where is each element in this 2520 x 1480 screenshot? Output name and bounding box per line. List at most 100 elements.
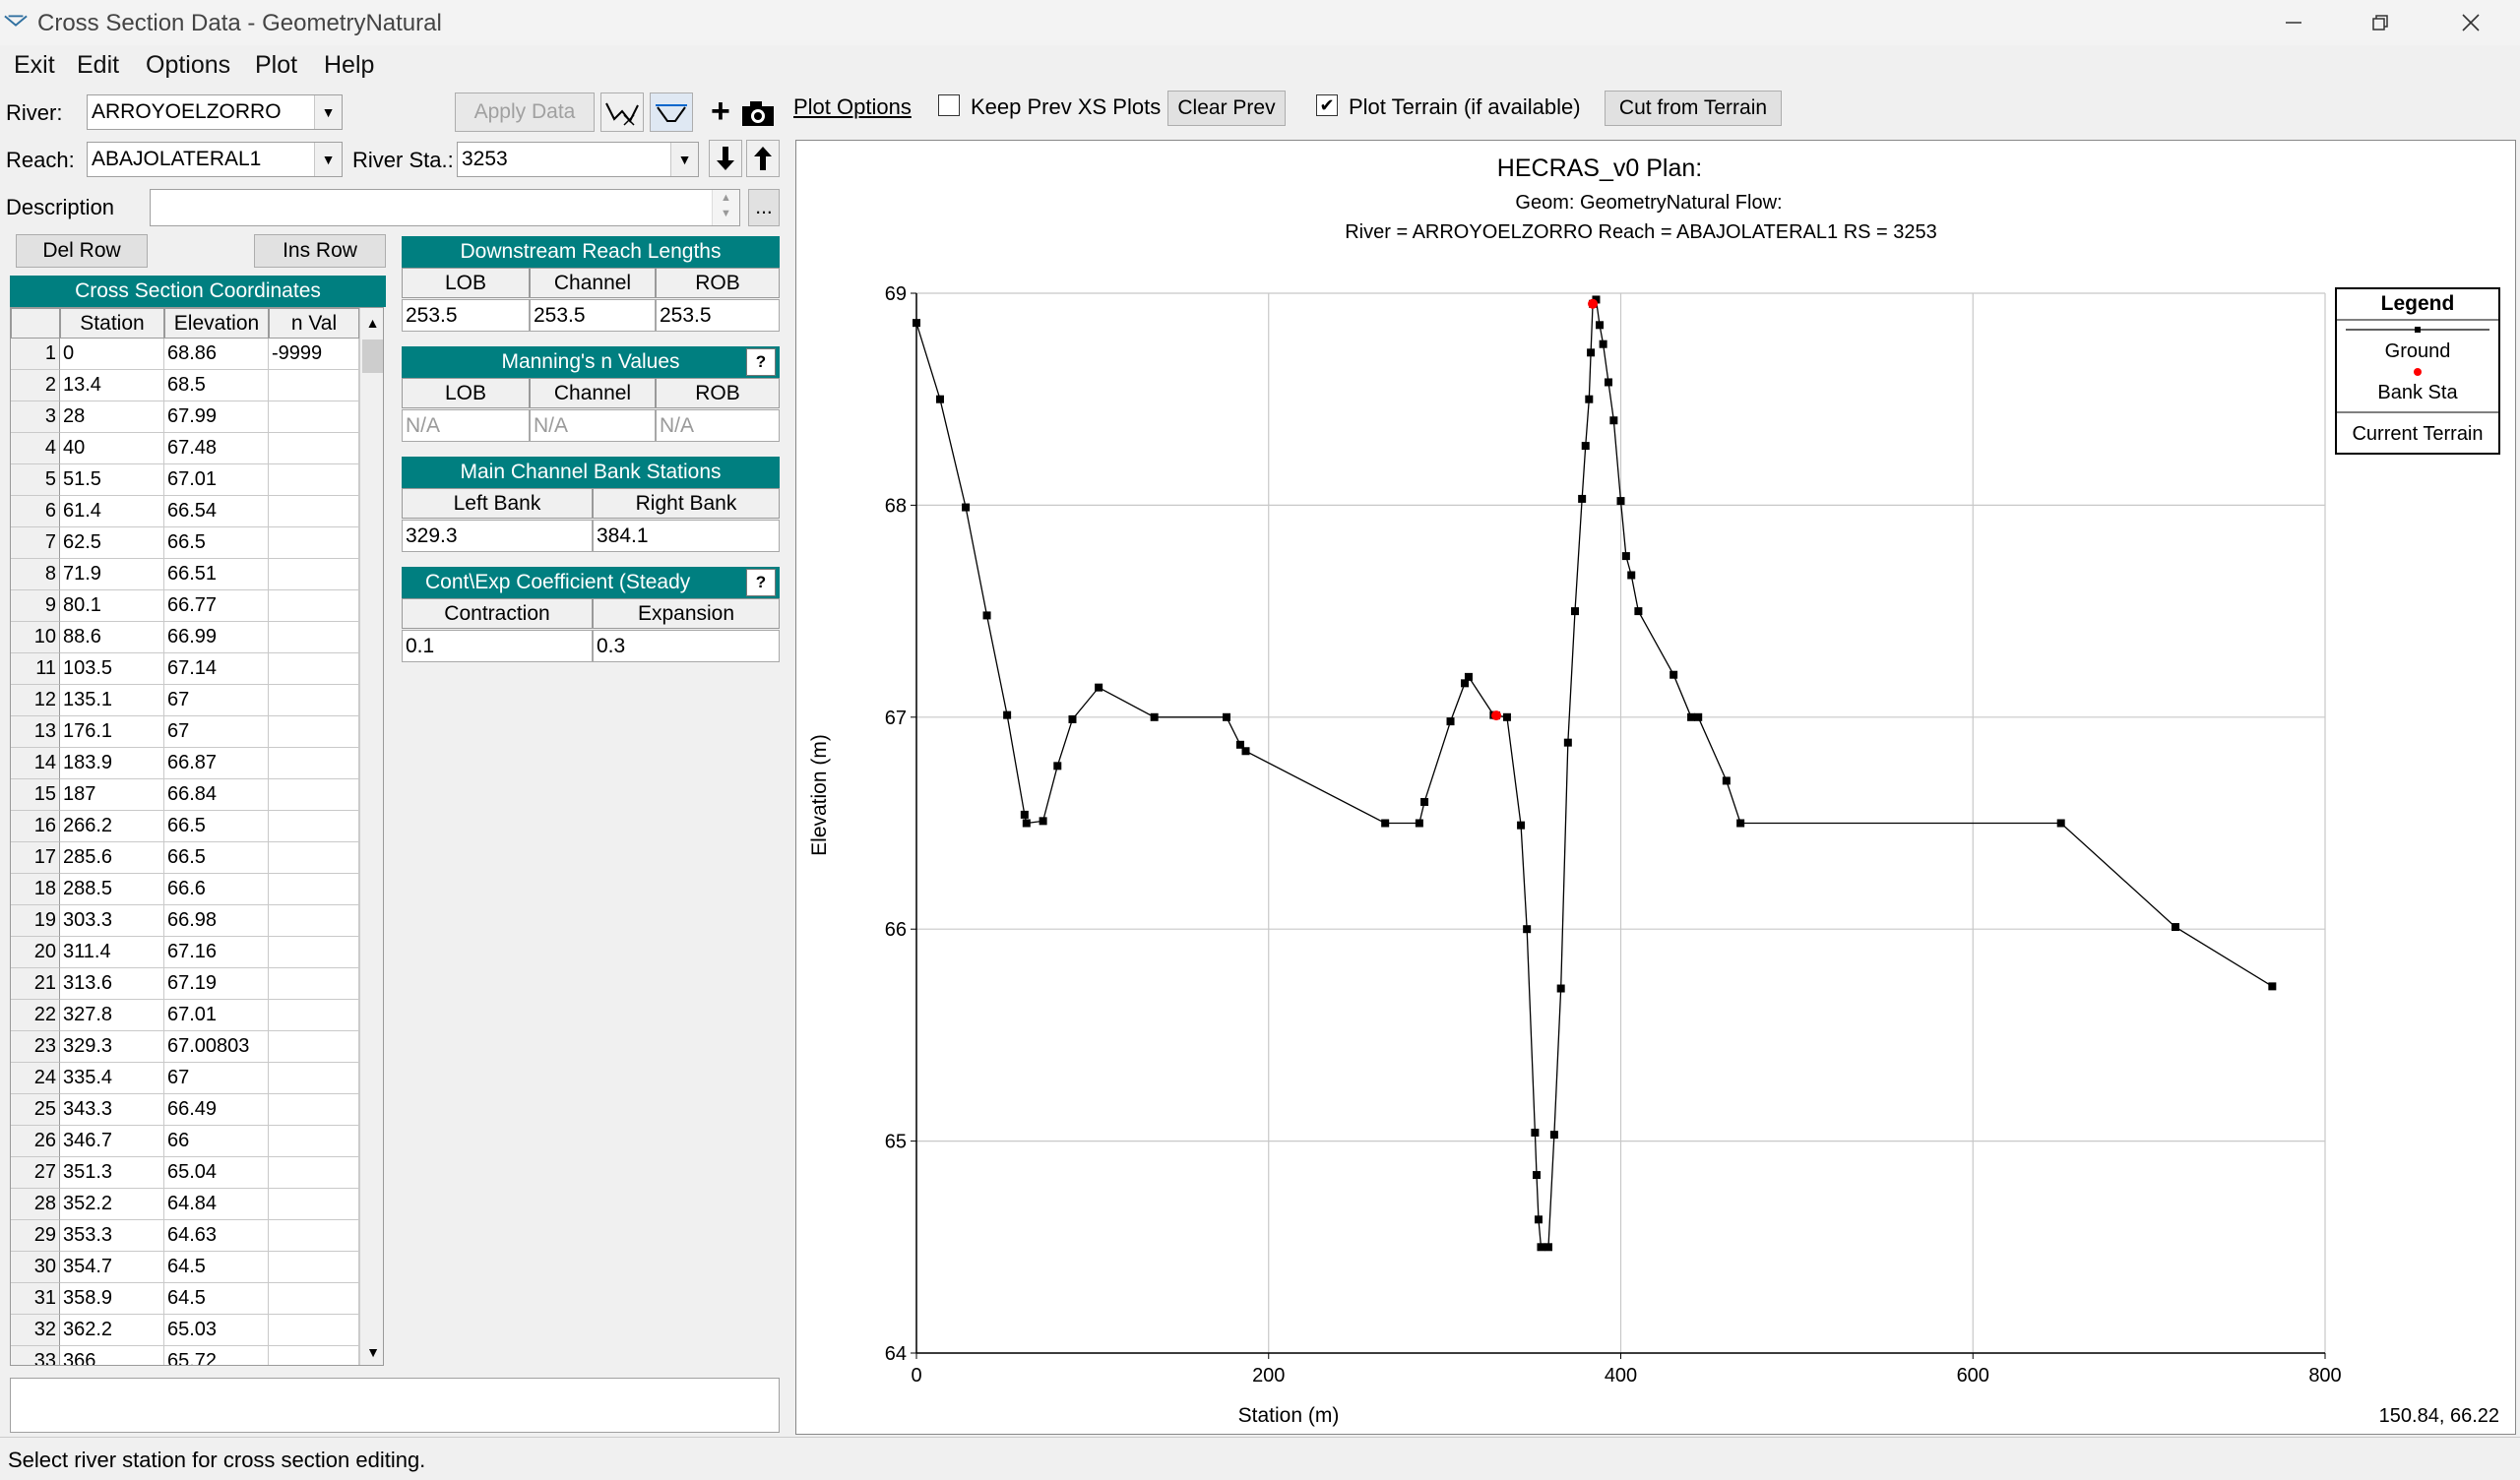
station-cell[interactable]: 266.2 [60, 811, 164, 842]
station-cell[interactable]: 135.1 [60, 685, 164, 716]
station-cell[interactable]: 28 [60, 401, 164, 433]
station-cell[interactable]: 327.8 [60, 1000, 164, 1031]
elevation-cell[interactable]: 66.87 [164, 748, 269, 779]
nval-cell[interactable] [269, 779, 359, 811]
contraction-input[interactable]: 0.1 [402, 630, 593, 662]
nval-cell[interactable] [269, 1126, 359, 1157]
river-select[interactable]: ARROYOELZORRO ▼ [87, 94, 343, 130]
nval-cell[interactable] [269, 433, 359, 464]
row-number[interactable]: 25 [11, 1094, 60, 1126]
nval-cell[interactable] [269, 842, 359, 874]
scroll-thumb[interactable] [362, 339, 383, 373]
row-number[interactable]: 23 [11, 1031, 60, 1063]
nval-cell[interactable] [269, 905, 359, 937]
menu-help[interactable]: Help [324, 51, 375, 79]
row-number[interactable]: 7 [11, 527, 60, 559]
nval-cell[interactable] [269, 968, 359, 1000]
elevation-cell[interactable]: 68.86 [164, 339, 269, 370]
coefficients-help-icon[interactable]: ? [746, 569, 776, 596]
clear-prev-button[interactable]: Clear Prev [1167, 91, 1286, 126]
station-cell[interactable]: 335.4 [60, 1063, 164, 1094]
station-cell[interactable]: 362.2 [60, 1315, 164, 1346]
menu-exit[interactable]: Exit [14, 51, 55, 79]
elevation-cell[interactable]: 67.16 [164, 937, 269, 968]
del-row-button[interactable]: Del Row [16, 234, 148, 268]
station-cell[interactable]: 51.5 [60, 464, 164, 496]
row-number[interactable]: 29 [11, 1220, 60, 1252]
elevation-cell[interactable]: 68.5 [164, 370, 269, 401]
menu-plot[interactable]: Plot [255, 51, 298, 79]
elevation-cell[interactable]: 67.01 [164, 1000, 269, 1031]
station-cell[interactable]: 183.9 [60, 748, 164, 779]
row-number[interactable]: 17 [11, 842, 60, 874]
row-number[interactable]: 18 [11, 874, 60, 905]
nval-cell[interactable] [269, 1063, 359, 1094]
plot-terrain-checkbox[interactable]: ✔ [1316, 94, 1338, 116]
station-cell[interactable]: 358.9 [60, 1283, 164, 1315]
elevation-cell[interactable]: 66.84 [164, 779, 269, 811]
nval-cell[interactable] [269, 937, 359, 968]
water-surface-button[interactable] [650, 92, 693, 132]
scroll-down-icon[interactable]: ▼ [366, 1344, 380, 1360]
station-cell[interactable]: 71.9 [60, 559, 164, 590]
description-more-button[interactable]: ... [748, 189, 780, 226]
station-cell[interactable]: 303.3 [60, 905, 164, 937]
row-number[interactable]: 16 [11, 811, 60, 842]
elevation-cell[interactable]: 64.5 [164, 1283, 269, 1315]
nval-cell[interactable] [269, 716, 359, 748]
station-cell[interactable]: 0 [60, 339, 164, 370]
row-number[interactable]: 22 [11, 1000, 60, 1031]
row-number[interactable]: 3 [11, 401, 60, 433]
nval-cell[interactable] [269, 748, 359, 779]
cross-section-plot[interactable]: HECRAS_v0 Plan: Geom: GeometryNatural Fl… [795, 140, 2516, 1435]
elevation-cell[interactable]: 67.48 [164, 433, 269, 464]
station-cell[interactable]: 351.3 [60, 1157, 164, 1189]
station-cell[interactable]: 288.5 [60, 874, 164, 905]
elevation-cell[interactable]: 66.49 [164, 1094, 269, 1126]
row-number[interactable]: 14 [11, 748, 60, 779]
scroll-up-icon[interactable]: ▲ [365, 315, 380, 331]
nval-cell[interactable] [269, 370, 359, 401]
menu-options[interactable]: Options [146, 51, 231, 79]
left-bank-input[interactable]: 329.3 [402, 520, 593, 552]
plot-canvas[interactable]: HECRAS_v0 Plan: Geom: GeometryNatural Fl… [796, 141, 2517, 1436]
coords-scrollbar[interactable]: ▲ ▼ [359, 308, 383, 1365]
right-bank-input[interactable]: 384.1 [593, 520, 780, 552]
row-number[interactable]: 21 [11, 968, 60, 1000]
elevation-cell[interactable]: 67.01 [164, 464, 269, 496]
station-cell[interactable]: 354.7 [60, 1252, 164, 1283]
nval-cell[interactable] [269, 1315, 359, 1346]
row-number[interactable]: 6 [11, 496, 60, 527]
row-number[interactable]: 11 [11, 653, 60, 685]
row-number[interactable]: 12 [11, 685, 60, 716]
elevation-cell[interactable]: 65.72 [164, 1346, 269, 1365]
river-sta-select[interactable]: 3253 ▼ [457, 142, 699, 177]
row-number[interactable]: 30 [11, 1252, 60, 1283]
coords-table[interactable]: Station Elevation n Val 1 0 68.86 -9999 2 13.… [10, 307, 384, 1366]
row-number[interactable]: 32 [11, 1315, 60, 1346]
elevation-cell[interactable]: 67.00803 [164, 1031, 269, 1063]
nval-cell[interactable] [269, 1283, 359, 1315]
elevation-cell[interactable]: 64.84 [164, 1189, 269, 1220]
nval-cell[interactable] [269, 1346, 359, 1365]
row-number[interactable]: 10 [11, 622, 60, 653]
row-number[interactable]: 20 [11, 937, 60, 968]
nval-cell[interactable] [269, 1031, 359, 1063]
nval-cell[interactable] [269, 653, 359, 685]
station-cell[interactable]: 311.4 [60, 937, 164, 968]
row-number[interactable]: 26 [11, 1126, 60, 1157]
nval-cell[interactable] [269, 1000, 359, 1031]
camera-button[interactable] [740, 98, 776, 128]
elevation-cell[interactable]: 66.77 [164, 590, 269, 622]
elevation-cell[interactable]: 65.03 [164, 1315, 269, 1346]
row-number[interactable]: 8 [11, 559, 60, 590]
station-cell[interactable]: 61.4 [60, 496, 164, 527]
plot-options-link[interactable]: Plot Options [793, 94, 912, 119]
station-cell[interactable]: 343.3 [60, 1094, 164, 1126]
reach-length-lob-input[interactable]: 253.5 [402, 299, 530, 332]
elevation-cell[interactable]: 67.19 [164, 968, 269, 1000]
station-cell[interactable]: 353.3 [60, 1220, 164, 1252]
station-cell[interactable]: 176.1 [60, 716, 164, 748]
elevation-cell[interactable]: 67.99 [164, 401, 269, 433]
restore-button[interactable] [2335, 0, 2426, 45]
